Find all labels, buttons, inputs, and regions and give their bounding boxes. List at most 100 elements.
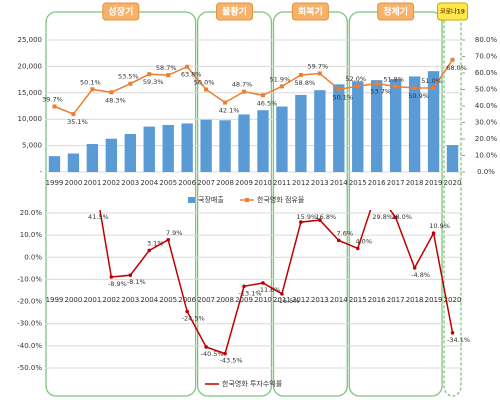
marker: [336, 238, 341, 243]
data-label: 4.0%: [355, 237, 372, 245]
x-tick-label: 2016: [368, 179, 386, 187]
data-label: 51.8%: [383, 76, 404, 84]
phase-frame: [348, 11, 443, 397]
bar: [333, 84, 345, 172]
marker: [223, 100, 228, 105]
data-label: 41.5%: [88, 213, 109, 221]
x-tick-label: 2003: [121, 296, 139, 304]
x-tick-label: 2014: [330, 179, 348, 187]
x-tick-label: 2012: [292, 179, 310, 187]
data-label: -24.5%: [182, 315, 205, 323]
bar: [200, 119, 212, 172]
marker: [412, 266, 417, 270]
data-label: 18.0%: [391, 213, 412, 221]
y-tick-label: 10,000: [18, 115, 43, 123]
marker: [280, 292, 284, 296]
legend-label: 국장매출: [198, 195, 224, 204]
marker: [166, 73, 171, 78]
x-tick-label: 2012: [292, 296, 310, 304]
phase-label: 회복기: [298, 6, 323, 18]
x-tick-label: 2009: [235, 179, 253, 187]
x-tick-label: 2002: [102, 296, 120, 304]
data-label: 50.0%: [194, 79, 215, 87]
marker: [336, 87, 341, 92]
y-tick-label: 0.0%: [24, 253, 42, 261]
marker: [374, 81, 379, 86]
marker: [355, 84, 360, 89]
marker: [128, 81, 133, 86]
y-tick-label: -40.0%: [17, 342, 42, 350]
line: [99, 210, 454, 355]
bar: [48, 156, 61, 172]
bar: [181, 123, 193, 172]
x-tick-label: 2007: [197, 296, 215, 304]
x-tick-label: 2013: [311, 296, 329, 304]
phase-label-box: [437, 2, 469, 21]
x-tick-label: 1999: [46, 296, 64, 304]
marker: [185, 309, 189, 314]
marker: [71, 112, 76, 117]
y-tick-label: 20,000: [18, 62, 43, 70]
data-label: 7.6%: [337, 229, 354, 237]
bar: [408, 76, 421, 172]
data-label: 59.7%: [308, 62, 329, 70]
data-label: 53.5%: [118, 73, 139, 81]
bar: [276, 106, 288, 172]
data-label: 59.3%: [143, 78, 164, 86]
data-label: 53.7%: [370, 87, 391, 95]
data-label: -8.9%: [108, 280, 127, 288]
x-tick-label: 2013: [311, 179, 329, 187]
phase-label: 코로나19: [440, 8, 465, 16]
y-tick-label: -30.0%: [17, 320, 42, 328]
phase-label: 정체기: [383, 6, 408, 18]
marker: [298, 72, 303, 77]
marker: [242, 284, 246, 289]
data-label: 51.0%: [421, 77, 442, 85]
bar: [143, 126, 155, 172]
data-label: 3.1%: [147, 239, 164, 247]
y-tick-label: 25,000: [18, 36, 43, 44]
y-tick-label: -20.0%: [17, 298, 42, 306]
marker: [279, 84, 284, 89]
bar: [162, 125, 174, 172]
y2-tick-label: 70.0%: [475, 53, 498, 61]
marker: [166, 237, 171, 242]
data-label: -40.5%: [201, 350, 224, 358]
x-tick-label: 2010: [254, 296, 272, 304]
bar: [67, 153, 80, 172]
y2-tick-label: 80.0%: [475, 36, 498, 44]
y2-tick-label: 50.0%: [475, 86, 498, 94]
marker: [109, 275, 114, 279]
bar: [295, 94, 307, 172]
marker: [204, 345, 208, 349]
x-tick-label: 2011: [273, 296, 291, 304]
phase-frame: [196, 11, 273, 397]
bar: [352, 81, 364, 172]
x-tick-label: 2018: [406, 179, 424, 187]
x-tick-label: 2004: [140, 179, 158, 187]
phase-label-box: [216, 2, 254, 21]
data-label: 50.1%: [80, 78, 101, 86]
marker: [260, 93, 265, 98]
data-label: 50.9%: [408, 92, 429, 100]
x-tick-label: 2005: [159, 296, 177, 304]
legend-swatch: [188, 197, 195, 203]
bar: [389, 79, 402, 172]
marker: [147, 72, 152, 77]
x-tick-label: 2001: [83, 296, 101, 304]
data-label: 7.9%: [166, 229, 183, 237]
y-tick-label: 5,000: [22, 142, 42, 150]
x-tick-label: 2009: [235, 296, 253, 304]
legend-label: 한국영화 투자수익률: [222, 379, 283, 388]
data-label: 10.9%: [429, 222, 450, 230]
y2-tick-label: 60.0%: [475, 69, 498, 77]
x-tick-label: 2002: [102, 179, 120, 187]
marker: [431, 85, 436, 90]
x-tick-label: 2020: [444, 179, 462, 187]
x-tick-label: 1999: [46, 179, 64, 187]
y-tick-label: 15,000: [18, 89, 43, 97]
data-label: 52.0%: [345, 75, 366, 83]
x-tick-label: 2014: [330, 296, 348, 304]
x-tick-label: 2006: [178, 179, 196, 187]
